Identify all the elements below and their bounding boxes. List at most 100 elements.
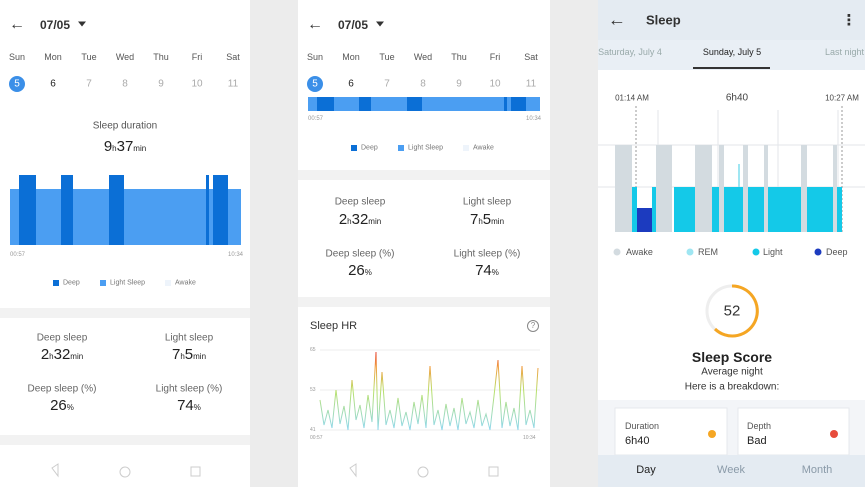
help-button[interactable]: ? [527, 320, 539, 332]
score-note: Average night [701, 366, 763, 378]
unit: % [193, 403, 201, 412]
stat-value: 26% [348, 262, 372, 280]
divider [0, 435, 250, 445]
day[interactable]: 11 [525, 78, 537, 90]
day[interactable]: 7 [384, 78, 390, 90]
phone-screen: ← Sleep ⋮ Saturday, July 4 Sunday, July … [598, 0, 865, 487]
legend-label: Deep [826, 247, 848, 257]
stat-label: Light sleep (%) [453, 248, 521, 260]
dropdown-arrow [376, 21, 384, 27]
number: 7 [469, 211, 479, 228]
sleep-stage-chart [598, 106, 865, 487]
nav-tab[interactable]: Day [636, 464, 656, 476]
number: 26 [50, 397, 67, 414]
stat-value: 74% [475, 262, 499, 280]
back-button[interactable]: ← [307, 16, 323, 33]
date-picker[interactable]: 07/05 [40, 18, 71, 32]
unit: h [112, 144, 117, 153]
day[interactable]: 5 [312, 78, 318, 90]
number: 7 [171, 346, 181, 363]
start-time: 00:57 [308, 116, 324, 122]
stat-label: Light sleep [462, 196, 512, 208]
stat-label: Light sleep (%) [155, 383, 223, 395]
day[interactable]: 8 [122, 78, 128, 90]
tab[interactable]: Sunday, July 5 [702, 47, 762, 57]
legend-label: REM [698, 247, 718, 257]
y-tick-label: 53 [310, 387, 316, 393]
nav-tab[interactable]: Week [717, 464, 745, 476]
score: 52 [723, 302, 741, 320]
weekday: Fri [191, 52, 203, 62]
breakdown: Here is a breakdown: [684, 381, 780, 393]
day[interactable]: 10 [489, 78, 501, 90]
dropdown-arrow [78, 21, 86, 27]
weekday: Tue [379, 52, 395, 62]
number: 74 [475, 262, 492, 279]
weekday: Fri [489, 52, 501, 62]
stat-value: 74% [177, 397, 201, 415]
title: Sleep [646, 12, 681, 28]
back-button[interactable]: ← [608, 9, 626, 30]
unit: h [478, 217, 483, 226]
stat-label: Deep sleep [36, 332, 88, 344]
tab-underline [693, 67, 770, 69]
light-bars [632, 187, 842, 232]
card-label: Depth [747, 421, 772, 431]
day[interactable]: 9 [456, 78, 462, 90]
total-time: 6h40 [725, 92, 749, 104]
tab[interactable]: Last night [825, 47, 865, 57]
menu[interactable]: ⋮ [841, 12, 857, 29]
sleep-chart [10, 175, 241, 478]
stat-label: Deep sleep (%) [27, 383, 97, 395]
day[interactable]: 10 [191, 78, 203, 90]
stat-value: 2h32min [41, 346, 83, 364]
tab[interactable]: Saturday, July 4 [598, 47, 662, 57]
unit: h [180, 352, 185, 361]
legend-label: Awake [175, 279, 196, 287]
number: 32 [351, 211, 369, 228]
y-tick-label: 65 [310, 347, 316, 353]
card-value: Bad [747, 435, 767, 447]
weekday: Mon [342, 52, 360, 62]
unit: min [70, 352, 84, 361]
legend-label: Deep [63, 279, 80, 287]
legend-label: Deep [361, 144, 378, 152]
unit: h [49, 352, 54, 361]
day[interactable]: 11 [227, 78, 239, 90]
stat-label: Deep sleep [334, 196, 386, 208]
stat-value: 2h32min [339, 211, 381, 229]
day[interactable]: 7 [86, 78, 92, 90]
score-arc [713, 284, 759, 338]
day[interactable]: 9 [158, 78, 164, 90]
day[interactable]: 6 [50, 78, 56, 90]
card-value: 6h40 [625, 435, 650, 447]
day[interactable]: 8 [420, 78, 426, 90]
chart-card [598, 70, 865, 270]
top-bar [598, 0, 865, 40]
number: 2 [40, 346, 50, 363]
day[interactable]: 6 [348, 78, 354, 90]
nav-tab[interactable]: Month [801, 464, 833, 476]
number: 32 [53, 346, 71, 363]
day[interactable]: 5 [14, 78, 20, 90]
weekday: Sun [306, 52, 324, 62]
stat-value: 7h5min [172, 346, 206, 364]
start-time: 00:57 [310, 435, 323, 441]
stat-label: Deep sleep (%) [325, 248, 395, 260]
unit: min [491, 217, 505, 226]
divider [298, 170, 550, 180]
sleep-chart [308, 97, 540, 478]
unit: min [368, 217, 382, 226]
divider [0, 308, 250, 318]
unit: % [66, 403, 74, 412]
weekday: Thu [153, 52, 169, 62]
selected-day [9, 76, 25, 92]
legend-label: Light Sleep [110, 279, 146, 287]
stat-value: 26% [50, 397, 74, 415]
end-time: 10:34 [526, 116, 542, 122]
date-picker[interactable]: 07/05 [338, 18, 369, 32]
back-button[interactable]: ← [9, 16, 25, 33]
rem-bar [738, 164, 740, 187]
legend-label: Awake [473, 144, 494, 152]
awake-bars [615, 145, 837, 232]
